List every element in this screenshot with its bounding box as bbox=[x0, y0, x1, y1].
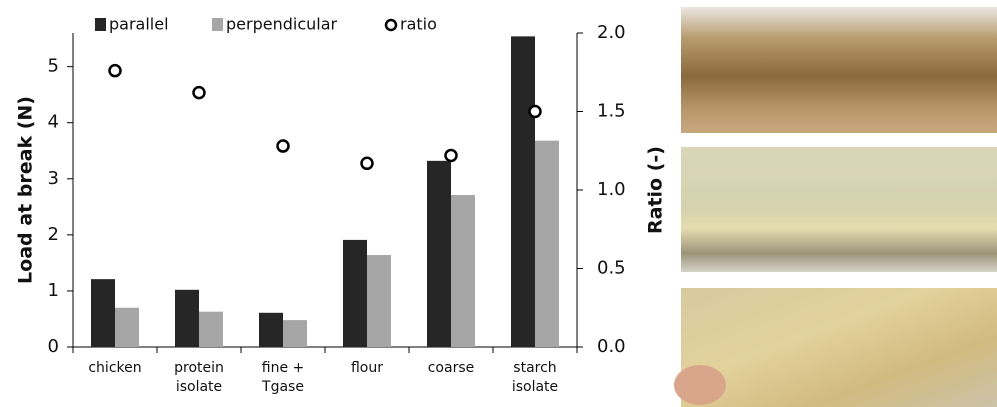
y-tick-label: 3 bbox=[48, 168, 59, 189]
y-tick-label: 2 bbox=[48, 224, 59, 245]
legend-swatch bbox=[95, 18, 106, 31]
bar bbox=[91, 279, 115, 347]
ratio-marker bbox=[362, 158, 373, 169]
photo bbox=[681, 288, 997, 407]
x-tick-label: flour bbox=[351, 360, 383, 376]
bar bbox=[283, 320, 307, 347]
bar bbox=[367, 255, 391, 347]
y2-axis-label: Ratio (-) bbox=[645, 146, 667, 234]
figure: Load at break (N) Ratio (-) 0 1 2 3 4 5 0.0 0.5… bbox=[0, 0, 997, 407]
photo bbox=[681, 7, 997, 133]
bar bbox=[451, 195, 475, 347]
legend-swatch bbox=[386, 20, 396, 30]
photo bbox=[681, 147, 997, 272]
ratio-marker bbox=[278, 141, 289, 152]
y2-tick-label: 2.0 bbox=[597, 22, 626, 43]
bar bbox=[535, 141, 559, 347]
x-tick-label: coarse bbox=[428, 360, 475, 376]
ratio-marker bbox=[194, 87, 205, 98]
bar bbox=[259, 313, 283, 347]
finger bbox=[674, 365, 726, 405]
bar bbox=[427, 161, 451, 347]
bar bbox=[175, 290, 199, 347]
legend-label: parallel bbox=[109, 15, 169, 34]
y-tick-label: 1 bbox=[48, 280, 59, 301]
ratio-marker bbox=[530, 106, 541, 117]
y2-tick-label: 0.5 bbox=[597, 258, 626, 279]
y2-tick-label: 1.0 bbox=[597, 179, 626, 200]
y-tick-label: 4 bbox=[48, 112, 59, 133]
y-tick-label: 0 bbox=[48, 336, 59, 357]
legend-swatch bbox=[212, 18, 223, 31]
bar bbox=[343, 240, 367, 347]
y-tick-label: 5 bbox=[48, 56, 59, 77]
bar bbox=[511, 36, 535, 347]
y2-tick-label: 0.0 bbox=[597, 336, 626, 357]
x-tick-label: fine +Tgase bbox=[261, 360, 304, 395]
ratio-marker bbox=[446, 150, 457, 161]
bar bbox=[115, 308, 139, 347]
y2-tick-label: 1.5 bbox=[597, 101, 626, 122]
ratio-marker bbox=[110, 65, 121, 76]
legend-label: ratio bbox=[400, 15, 437, 34]
y-axis-label: Load at break (N) bbox=[15, 96, 37, 284]
x-tick-label: chicken bbox=[88, 360, 141, 376]
bar bbox=[199, 312, 223, 347]
legend-label: perpendicular bbox=[226, 15, 338, 34]
